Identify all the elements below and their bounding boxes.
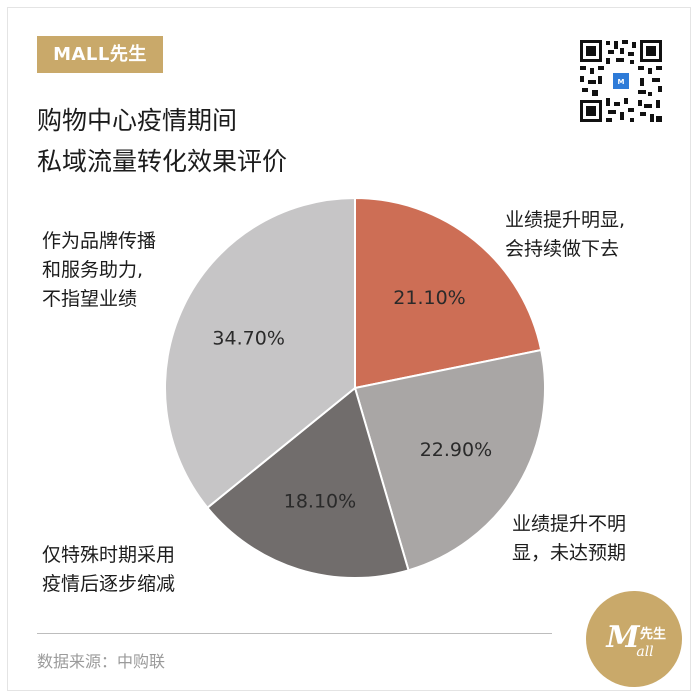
slice-value-label-3: 18.10% [284,490,356,512]
slice-value-label-1: 21.10% [393,287,465,309]
slice-value-label-2: 22.90% [420,439,492,461]
slice-label-3: 仅特殊时期采用 疫情后逐步缩减 [42,541,175,599]
svg-text:M: M [618,78,625,86]
slice-label-2-line-1: 业绩提升不明 [512,513,627,535]
slice-label-4-line-3: 不指望业绩 [42,288,138,310]
pie-slice-1 [354,196,543,390]
brand-seal-logo: M 先生 all [586,591,682,687]
slice-label-2: 业绩提升不明 显，未达预期 [512,510,626,568]
svg-text:M: M [605,620,640,655]
pie-slice-2 [353,348,546,572]
slice-label-3-line-2: 疫情后逐步缩减 [42,573,176,595]
chart-title-line-1: 购物中心疫情期间 [37,106,238,135]
slice-label-4-line-1: 作为品牌传播 [42,230,157,252]
pie-slice-4 [164,196,356,510]
footer-divider [37,633,552,634]
svg-text:all: all [636,644,653,660]
qr-code-icon: M [578,38,664,124]
chart-title: 购物中心疫情期间 私域流量转化效果评价 [37,100,457,182]
slice-value-label-4: 34.70% [212,327,284,349]
slice-label-4: 作为品牌传播 和服务助力, 不指望业绩 [42,227,156,314]
slice-label-1-line-1: 业绩提升明显, [505,209,626,231]
pie-slice-3 [206,386,410,579]
card-frame [7,7,691,691]
slice-label-2-line-2: 显，未达预期 [512,542,627,564]
brand-badge: MALL先生 [37,36,163,73]
chart-title-line-2: 私域流量转化效果评价 [37,147,288,176]
slice-label-4-line-2: 和服务助力, [42,259,144,281]
slice-label-3-line-1: 仅特殊时期采用 [42,544,176,566]
data-source: 数据来源：中购联 [37,652,166,671]
svg-text:先生: 先生 [640,626,666,642]
slice-label-1-line-2: 会持续做下去 [505,238,620,260]
slice-label-1: 业绩提升明显, 会持续做下去 [505,206,625,264]
